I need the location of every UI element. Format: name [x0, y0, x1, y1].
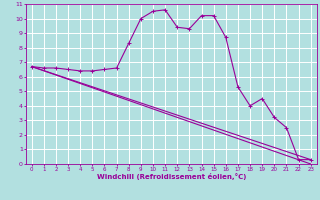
X-axis label: Windchill (Refroidissement éolien,°C): Windchill (Refroidissement éolien,°C): [97, 173, 246, 180]
